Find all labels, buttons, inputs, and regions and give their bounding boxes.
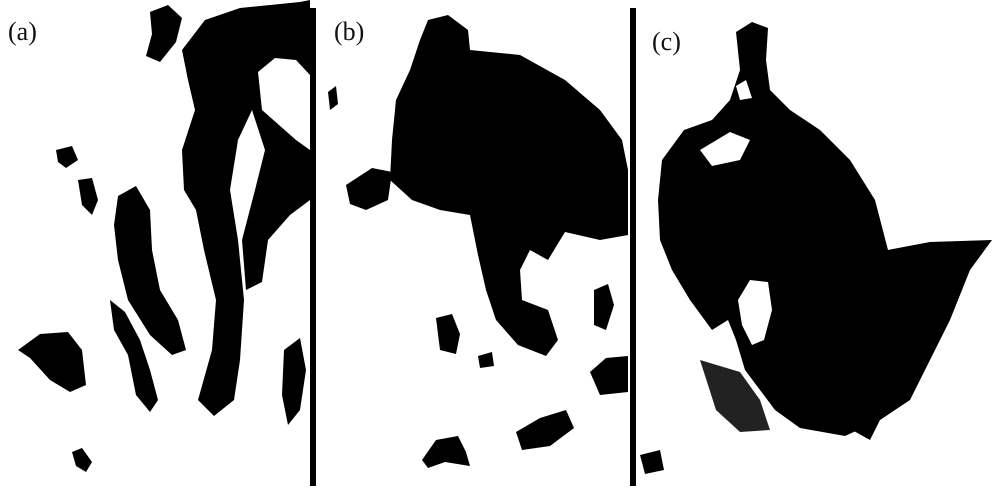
panel-label: (c): [652, 27, 681, 56]
divider: [310, 8, 316, 486]
panel-label: (a): [8, 17, 37, 46]
divider: [630, 8, 636, 486]
figure: (a) (b) (c): [0, 0, 997, 488]
panel-label: (b): [334, 17, 364, 46]
